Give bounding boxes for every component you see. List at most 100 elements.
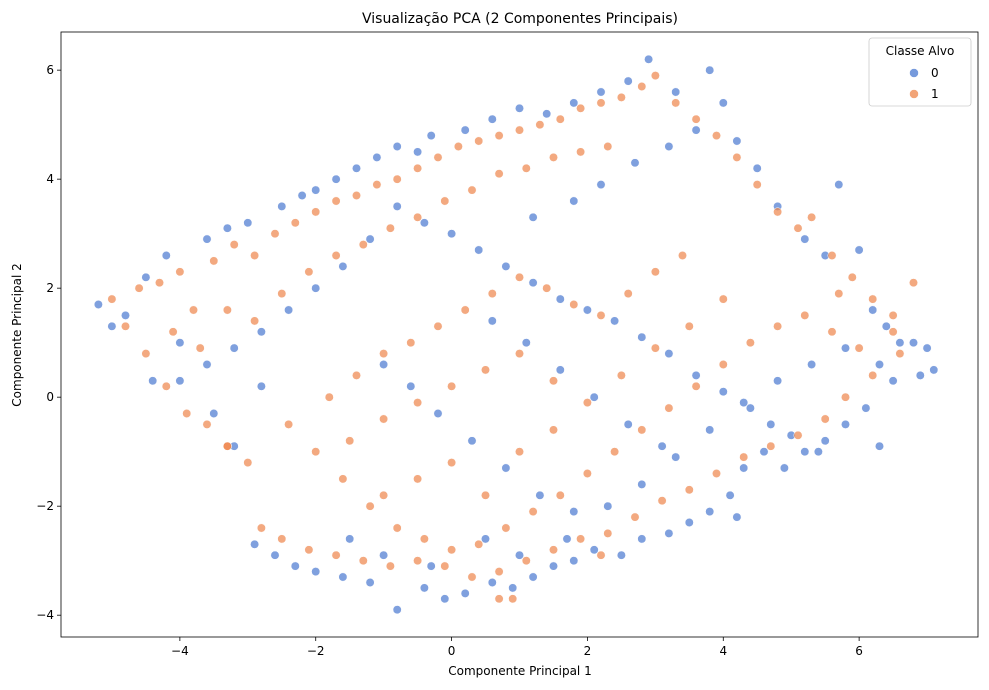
data-point-1 [549, 545, 558, 555]
legend: Classe Alvo 0 1 [868, 37, 972, 107]
data-point-1 [270, 229, 280, 239]
data-point-1 [515, 447, 524, 457]
data-point-0 [433, 409, 443, 418]
data-point-1 [331, 196, 341, 206]
data-point-1 [358, 556, 368, 566]
data-point-1 [528, 507, 538, 517]
data-point-0 [752, 163, 762, 173]
points-layer [93, 54, 939, 615]
y-tick-label: −4 [36, 608, 54, 622]
data-point-1 [691, 381, 701, 391]
data-point-0 [861, 403, 871, 413]
y-axis-label: Componente Principal 2 [10, 263, 24, 406]
data-point-1 [745, 338, 755, 348]
data-point-1 [141, 349, 151, 359]
data-point-1 [447, 381, 457, 391]
data-point-1 [637, 425, 647, 435]
data-point-0 [338, 572, 348, 582]
data-point-0 [256, 327, 266, 337]
data-point-0 [875, 441, 884, 451]
data-point-1 [576, 534, 586, 544]
data-point-0 [440, 594, 450, 604]
data-point-1 [474, 136, 484, 146]
data-point-1 [324, 392, 334, 402]
data-point-1 [277, 289, 287, 299]
data-point-0 [202, 234, 212, 244]
data-point-0 [222, 223, 232, 233]
data-point-0 [691, 370, 701, 380]
data-point-0 [664, 142, 674, 151]
data-point-0 [426, 561, 436, 571]
data-point-1 [447, 458, 457, 468]
data-point-1 [732, 152, 742, 162]
data-point-1 [365, 501, 375, 511]
data-point-0 [705, 507, 715, 517]
data-point-0 [691, 125, 701, 135]
data-point-0 [868, 305, 878, 315]
data-point-0 [841, 419, 850, 429]
data-point-1 [467, 185, 477, 195]
data-point-0 [93, 300, 103, 309]
data-point-0 [637, 332, 647, 342]
data-point-1 [847, 272, 857, 282]
y-tick-label: 0 [46, 390, 54, 404]
data-point-1 [331, 550, 341, 560]
data-point-1 [392, 523, 402, 533]
data-point-0 [922, 343, 932, 353]
data-point-0 [447, 229, 457, 239]
data-point-0 [392, 201, 402, 211]
data-point-0 [243, 218, 253, 228]
data-point-1 [433, 152, 443, 162]
data-point-0 [766, 419, 776, 429]
data-point-0 [725, 490, 735, 500]
data-point-1 [250, 316, 260, 326]
data-point-1 [508, 594, 518, 604]
data-point-0 [311, 283, 321, 293]
data-point-1 [440, 561, 450, 571]
data-point-0 [610, 316, 620, 326]
data-point-1 [535, 120, 545, 130]
data-point-0 [107, 321, 117, 331]
data-point-1 [800, 310, 810, 320]
data-point-0 [773, 376, 783, 386]
data-point-1 [820, 414, 830, 424]
legend-title: Classe Alvo [886, 44, 955, 58]
data-point-0 [121, 310, 130, 320]
data-point-0 [379, 550, 389, 560]
data-point-0 [807, 360, 817, 369]
data-point-0 [915, 370, 925, 380]
data-point-0 [270, 550, 280, 560]
data-point-1 [616, 92, 626, 102]
data-point-0 [148, 376, 158, 386]
data-point-1 [155, 278, 164, 288]
legend-marker-0 [909, 68, 919, 78]
data-point-0 [521, 338, 531, 348]
data-point-1 [284, 419, 294, 429]
data-point-0 [732, 512, 742, 522]
data-point-0 [515, 550, 524, 560]
data-point-1 [807, 212, 817, 222]
data-point-0 [589, 392, 599, 402]
data-point-1 [107, 294, 117, 304]
data-point-0 [800, 447, 810, 457]
data-point-1 [515, 272, 524, 282]
data-point-1 [888, 327, 898, 337]
data-point-1 [256, 523, 266, 533]
data-point-1 [691, 114, 701, 124]
data-point-0 [515, 103, 524, 113]
data-point-1 [277, 534, 287, 544]
data-point-1 [616, 370, 626, 380]
data-point-0 [392, 605, 402, 615]
x-tick-label: −4 [171, 644, 189, 658]
data-point-0 [542, 109, 552, 119]
data-point-0 [175, 338, 185, 348]
data-point-1 [413, 474, 423, 484]
data-point-1 [243, 458, 253, 468]
data-point-0 [501, 463, 511, 473]
data-point-0 [311, 185, 321, 195]
data-point-1 [664, 403, 674, 413]
data-point-0 [909, 338, 918, 348]
data-point-0 [895, 338, 905, 348]
data-point-0 [297, 191, 307, 200]
data-point-0 [664, 349, 674, 359]
